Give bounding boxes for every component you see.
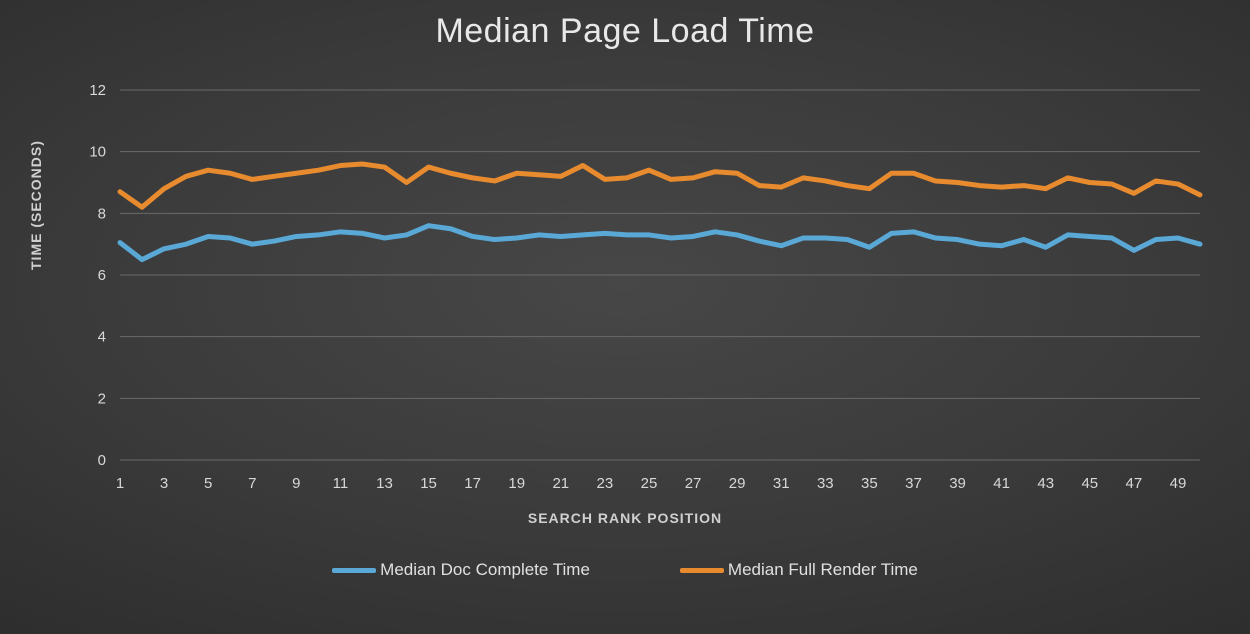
y-tick-label: 8 (98, 205, 106, 222)
x-tick-label: 9 (292, 475, 300, 492)
x-tick-label: 49 (1170, 475, 1187, 492)
x-tick-label: 15 (420, 475, 437, 492)
legend-item: Median Full Render Time (680, 560, 918, 580)
x-tick-label: 31 (773, 475, 790, 492)
x-tick-label: 25 (641, 475, 658, 492)
legend-item: Median Doc Complete Time (332, 560, 590, 580)
x-tick-label: 41 (993, 475, 1010, 492)
x-tick-label: 37 (905, 475, 922, 492)
y-tick-label: 0 (98, 452, 106, 469)
x-tick-label: 35 (861, 475, 878, 492)
legend-swatch (332, 568, 376, 573)
y-tick-label: 4 (98, 329, 106, 346)
series-line (120, 226, 1200, 260)
y-axis-title: TIME (SECONDS) (28, 140, 44, 270)
y-tick-label: 10 (89, 144, 106, 161)
x-tick-label: 3 (160, 475, 168, 492)
x-tick-label: 21 (552, 475, 569, 492)
legend: Median Doc Complete Time Median Full Rend… (0, 560, 1250, 580)
plot-area: 0246810121357911131517192123252729313335… (120, 90, 1200, 460)
chart-container: Median Page Load Time TIME (SECONDS) 024… (0, 0, 1250, 634)
x-tick-label: 23 (597, 475, 614, 492)
x-tick-label: 29 (729, 475, 746, 492)
y-tick-label: 6 (98, 267, 106, 284)
x-tick-label: 43 (1037, 475, 1054, 492)
plot-svg: 0246810121357911131517192123252729313335… (120, 90, 1200, 460)
x-tick-label: 47 (1126, 475, 1143, 492)
legend-swatch (680, 568, 724, 573)
x-tick-label: 45 (1081, 475, 1098, 492)
x-tick-label: 7 (248, 475, 256, 492)
x-tick-label: 19 (508, 475, 525, 492)
chart-title: Median Page Load Time (0, 12, 1250, 51)
series-line (120, 164, 1200, 207)
x-tick-label: 11 (333, 475, 349, 492)
legend-label: Median Doc Complete Time (380, 560, 590, 580)
x-axis-title: SEARCH RANK POSITION (0, 510, 1250, 526)
x-tick-label: 39 (949, 475, 966, 492)
y-tick-label: 2 (98, 390, 106, 407)
legend-label: Median Full Render Time (728, 560, 918, 580)
x-tick-label: 13 (376, 475, 393, 492)
x-tick-label: 33 (817, 475, 834, 492)
x-tick-label: 27 (685, 475, 702, 492)
x-tick-label: 5 (204, 475, 212, 492)
y-tick-label: 12 (89, 82, 106, 99)
x-tick-label: 1 (116, 475, 124, 492)
x-tick-label: 17 (464, 475, 481, 492)
